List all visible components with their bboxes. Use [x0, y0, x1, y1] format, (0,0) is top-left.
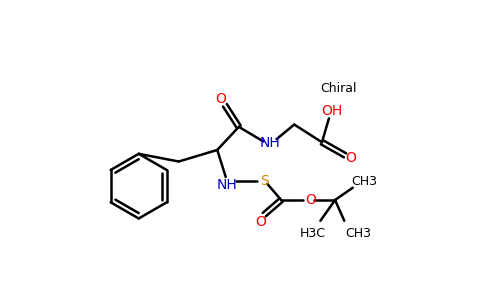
- Text: O: O: [215, 92, 226, 106]
- Text: CH3: CH3: [351, 175, 378, 188]
- Text: NH: NH: [259, 136, 280, 150]
- Text: H3C: H3C: [300, 226, 326, 240]
- Text: S: S: [260, 174, 269, 188]
- Text: NH: NH: [217, 178, 238, 192]
- Text: CH3: CH3: [345, 226, 371, 240]
- Text: O: O: [305, 193, 316, 207]
- Text: O: O: [256, 215, 267, 229]
- Text: Chiral: Chiral: [321, 82, 357, 95]
- Text: OH: OH: [321, 104, 343, 118]
- Text: O: O: [345, 151, 356, 165]
